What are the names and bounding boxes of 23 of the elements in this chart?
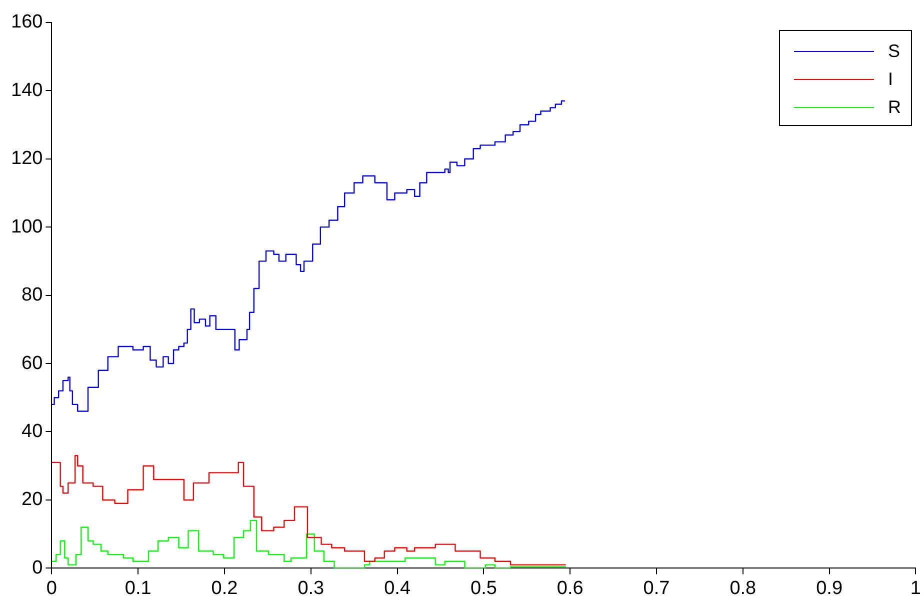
x-tick-label: 0.5 [470, 578, 497, 599]
x-tick-label: 0 [46, 578, 57, 599]
legend-label: S [888, 40, 900, 62]
x-tick-label: 0.7 [643, 578, 670, 599]
y-tick-label: 80 [22, 284, 43, 306]
x-tick-label: 0.3 [298, 578, 324, 599]
y-tick-label: 0 [32, 557, 43, 578]
legend-label: I [888, 68, 894, 90]
y-tick-label: 120 [11, 148, 43, 170]
x-tick-label: 0.4 [384, 578, 411, 599]
y-tick-label: 160 [11, 12, 43, 33]
x-tick-label: 0.1 [124, 578, 152, 599]
y-tick-label: 20 [22, 489, 43, 510]
x-tick-label: 0.9 [816, 578, 843, 599]
x-tick-label: 0.8 [730, 578, 756, 599]
x-tick-label: 0.2 [211, 578, 238, 599]
y-tick-label: 140 [11, 80, 43, 101]
y-tick-label: 40 [22, 420, 43, 442]
legend-label: R [888, 96, 901, 118]
y-tick-label: 100 [11, 216, 43, 238]
x-tick-label: 1 [910, 578, 922, 599]
x-tick-label: 0.6 [556, 578, 584, 599]
y-tick-label: 60 [22, 352, 43, 374]
